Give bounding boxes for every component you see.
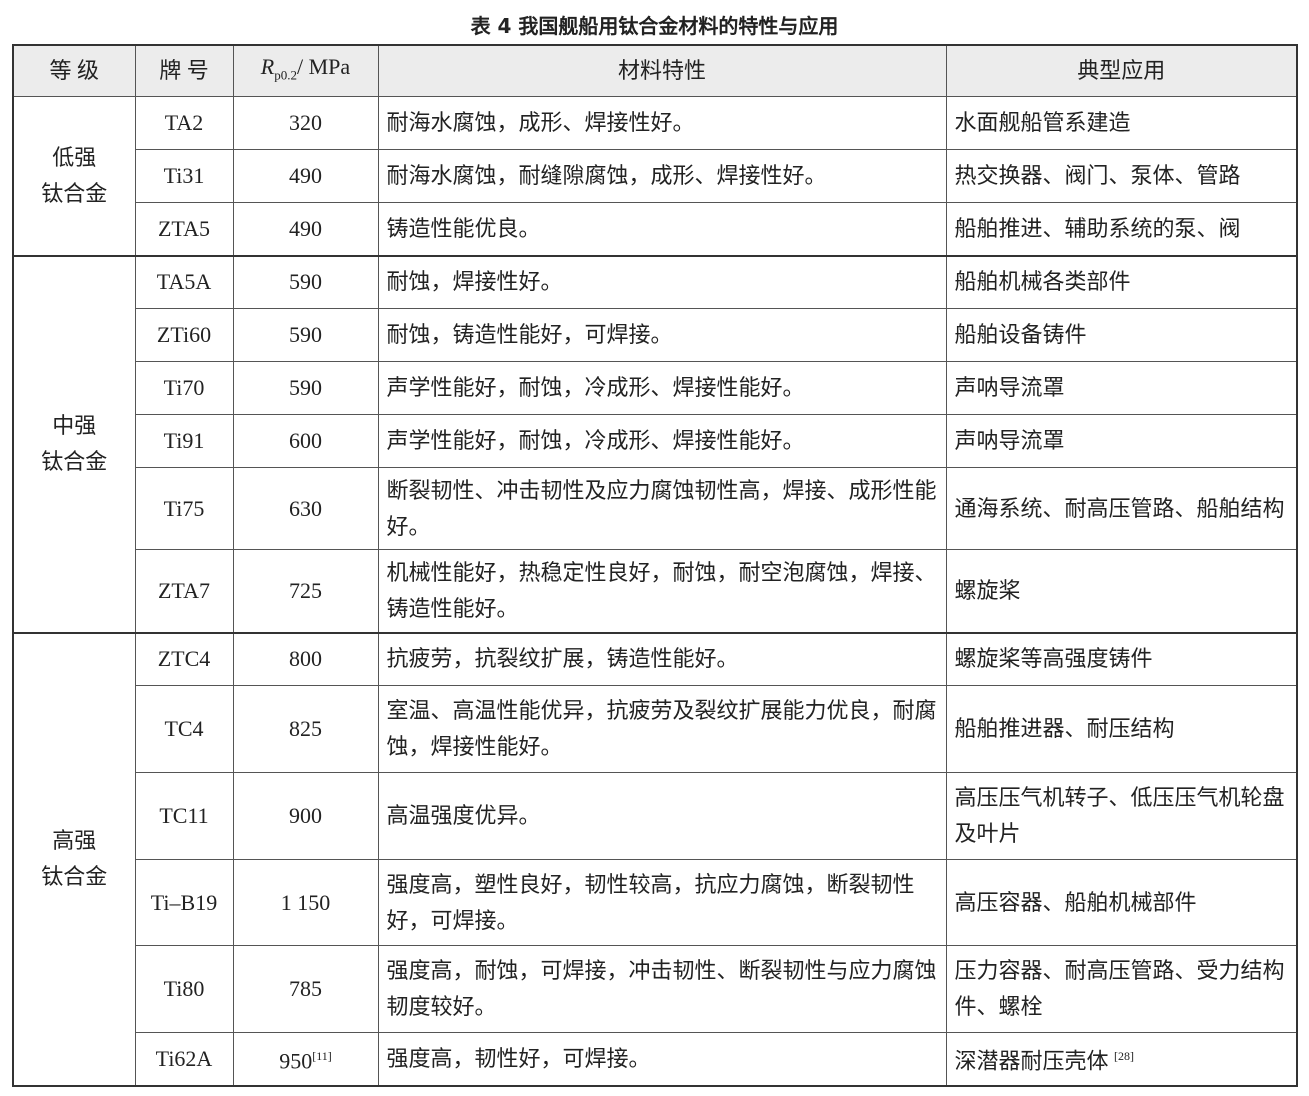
table-row: ZTi60 590 耐蚀，铸造性能好，可焊接。 船舶设备铸件 bbox=[13, 308, 1298, 362]
table-row: 高强 钛合金 ZTC4 800 抗疲劳，抗裂纹扩展，铸造性能好。 螺旋桨等高强度铸件 bbox=[12, 632, 1298, 1087]
header-grade: 等 级 bbox=[12, 44, 136, 97]
header-property: 材料特性 bbox=[377, 44, 947, 97]
grade-cell: 低强 钛合金 bbox=[12, 96, 136, 257]
table-row: 中强 钛合金 TA5A 590 耐蚀，焊接性好。 船舶机械各类部件 bbox=[12, 255, 1298, 634]
brand-cell: ZTC4 bbox=[134, 632, 234, 686]
rp-cell: 630 bbox=[232, 467, 379, 550]
brand-cell: Ti80 bbox=[134, 945, 234, 1033]
grade-cell: 中强 钛合金 bbox=[12, 255, 136, 634]
property-cell: 耐蚀，焊接性好。 bbox=[377, 255, 947, 309]
header-application: 典型应用 bbox=[945, 44, 1298, 97]
brand-cell: Ti91 bbox=[134, 414, 234, 468]
brand-cell: ZTA5 bbox=[134, 202, 234, 257]
table-row: ZTA7 725 机械性能好，热稳定性良好，耐蚀，耐空泡腐蚀，焊接、铸造性能好。 螺旋… bbox=[13, 549, 1298, 634]
property-cell: 室温、高温性能优异，抗疲劳及裂纹扩展能力优良，耐腐蚀，焊接性能好。 bbox=[377, 685, 947, 773]
application-cell: 船舶机械各类部件 bbox=[945, 255, 1298, 309]
property-cell: 抗疲劳，抗裂纹扩展，铸造性能好。 bbox=[377, 632, 947, 686]
property-cell: 断裂韧性、冲击韧性及应力腐蚀韧性高，焊接、成形性能好。 bbox=[377, 467, 947, 550]
table-row: Ti31 490 耐海水腐蚀，耐缝隙腐蚀，成形、焊接性好。 热交换器、阀门、泵体、管路 bbox=[13, 149, 1298, 203]
header-row: 等 级 牌 号 Rp0.2/ MPa 材料特性 典型应用 bbox=[12, 44, 1298, 97]
brand-cell: Ti–B19 bbox=[134, 859, 234, 946]
table-row: 低强 钛合金 TA2 320 耐海水腐蚀，成形、焊接性好。 水面舰船管系建造 bbox=[12, 96, 1298, 257]
property-cell: 铸造性能优良。 bbox=[377, 202, 947, 257]
table-row: TC4 825 室温、高温性能优异，抗疲劳及裂纹扩展能力优良，耐腐蚀，焊接性能好。船… bbox=[13, 685, 1298, 773]
property-cell: 耐海水腐蚀，成形、焊接性好。 bbox=[377, 96, 947, 150]
rp-cell: 825 bbox=[232, 685, 379, 773]
application-cell: 热交换器、阀门、泵体、管路 bbox=[945, 149, 1298, 203]
table-caption: 表 4 我国舰船用钛合金材料的特性与应用 bbox=[470, 14, 839, 38]
rp-cell: 320 bbox=[232, 96, 379, 150]
brand-cell: Ti75 bbox=[134, 467, 234, 550]
table-row: Ti62A 950[11] 强度高，韧性好，可焊接。 深潜器耐压壳体 [28] bbox=[13, 1032, 1298, 1087]
rp-cell: 725 bbox=[232, 549, 379, 634]
brand-cell: Ti70 bbox=[134, 361, 234, 415]
header-rp: Rp0.2/ MPa bbox=[232, 44, 379, 97]
property-cell: 高温强度优异。 bbox=[377, 772, 947, 860]
application-cell: 船舶推进器、耐压结构 bbox=[945, 685, 1298, 773]
brand-cell: TA2 bbox=[134, 96, 234, 150]
brand-cell: Ti62A bbox=[134, 1032, 234, 1087]
rp-cell: 490 bbox=[232, 202, 379, 257]
application-cell: 高压压气机转子、低压压气机轮盘及叶片 bbox=[945, 772, 1298, 860]
application-cell: 高压容器、船舶机械部件 bbox=[945, 859, 1298, 946]
brand-cell: TC4 bbox=[134, 685, 234, 773]
grade-cell: 高强 钛合金 bbox=[12, 632, 136, 1087]
table-row: ZTA5 490 铸造性能优良。 船舶推进、辅助系统的泵、阀 bbox=[13, 202, 1298, 257]
header-brand: 牌 号 bbox=[134, 44, 234, 97]
rp-cell: 490 bbox=[232, 149, 379, 203]
application-cell: 压力容器、耐高压管路、受力结构件、螺栓 bbox=[945, 945, 1298, 1033]
rp-cell: 800 bbox=[232, 632, 379, 686]
application-cell: 声呐导流罩 bbox=[945, 414, 1298, 468]
table-row: Ti91 600 声学性能好，耐蚀，冷成形、焊接性能好。 声呐导流罩 bbox=[13, 414, 1298, 468]
property-cell: 强度高，耐蚀，可焊接，冲击韧性、断裂韧性与应力腐蚀韧度较好。 bbox=[377, 945, 947, 1033]
property-cell: 耐蚀，铸造性能好，可焊接。 bbox=[377, 308, 947, 362]
property-cell: 机械性能好，热稳定性良好，耐蚀，耐空泡腐蚀，焊接、铸造性能好。 bbox=[377, 549, 947, 634]
titanium-alloy-table: 等 级 牌 号 Rp0.2/ MPa 材料特性 典型应用 低强 钛合金 TA2 32… bbox=[12, 44, 1298, 1087]
property-cell: 强度高，韧性好，可焊接。 bbox=[377, 1032, 947, 1087]
application-cell: 螺旋桨 bbox=[945, 549, 1298, 634]
table-row: Ti75 630 断裂韧性、冲击韧性及应力腐蚀韧性高，焊接、成形性能好。 通海系统、耐… bbox=[13, 467, 1298, 550]
brand-cell: TA5A bbox=[134, 255, 234, 309]
rp-cell: 590 bbox=[232, 308, 379, 362]
table-row: TC11 900 高温强度优异。 高压压气机转子、低压压气机轮盘及叶片 bbox=[13, 772, 1298, 860]
rp-cell: 1 150 bbox=[232, 859, 379, 946]
application-cell: 声呐导流罩 bbox=[945, 361, 1298, 415]
property-cell: 声学性能好，耐蚀，冷成形、焊接性能好。 bbox=[377, 414, 947, 468]
rp-cell: 900 bbox=[232, 772, 379, 860]
brand-cell: TC11 bbox=[134, 772, 234, 860]
property-cell: 强度高，塑性良好，韧性较高，抗应力腐蚀，断裂韧性好，可焊接。 bbox=[377, 859, 947, 946]
brand-cell: ZTA7 bbox=[134, 549, 234, 634]
application-cell: 船舶推进、辅助系统的泵、阀 bbox=[945, 202, 1298, 257]
application-cell: 船舶设备铸件 bbox=[945, 308, 1298, 362]
application-cell: 螺旋桨等高强度铸件 bbox=[945, 632, 1298, 686]
table-row: Ti–B19 1 150 强度高，塑性良好，韧性较高，抗应力腐蚀，断裂韧性好，可焊接… bbox=[13, 859, 1298, 946]
rp-cell: 785 bbox=[232, 945, 379, 1033]
application-cell: 深潜器耐压壳体 [28] bbox=[945, 1032, 1298, 1087]
application-cell: 通海系统、耐高压管路、船舶结构 bbox=[945, 467, 1298, 550]
rp-cell: 590 bbox=[232, 361, 379, 415]
rp-cell: 590 bbox=[232, 255, 379, 309]
application-cell: 水面舰船管系建造 bbox=[945, 96, 1298, 150]
rp-cell: 600 bbox=[232, 414, 379, 468]
table-row: Ti80 785 强度高，耐蚀，可焊接，冲击韧性、断裂韧性与应力腐蚀韧度较好。 压力容… bbox=[13, 945, 1298, 1033]
table-row: Ti70 590 声学性能好，耐蚀，冷成形、焊接性能好。 声呐导流罩 bbox=[13, 361, 1298, 415]
brand-cell: Ti31 bbox=[134, 149, 234, 203]
rp-cell: 950[11] bbox=[232, 1032, 379, 1087]
property-cell: 耐海水腐蚀，耐缝隙腐蚀，成形、焊接性好。 bbox=[377, 149, 947, 203]
property-cell: 声学性能好，耐蚀，冷成形、焊接性能好。 bbox=[377, 361, 947, 415]
brand-cell: ZTi60 bbox=[134, 308, 234, 362]
